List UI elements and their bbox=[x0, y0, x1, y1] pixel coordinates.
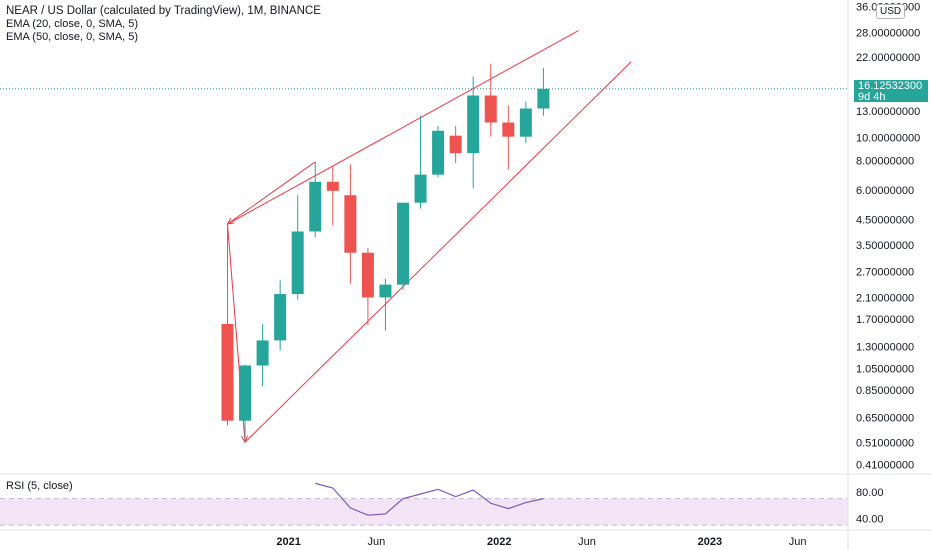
y-tick-label: 0.85000000 bbox=[856, 385, 914, 397]
x-tick-label: Jun bbox=[578, 536, 596, 548]
y-tick-label: 28.00000000 bbox=[856, 27, 920, 39]
candle-body bbox=[484, 95, 497, 123]
candle bbox=[221, 224, 234, 426]
candle-body bbox=[397, 202, 409, 285]
candle bbox=[432, 126, 445, 178]
rsi-band bbox=[0, 498, 848, 526]
y-tick-label: 1.05000000 bbox=[856, 363, 914, 375]
x-tick-label: 2021 bbox=[276, 536, 300, 548]
x-tick-label: Jun bbox=[789, 536, 807, 548]
candle-body bbox=[256, 340, 269, 366]
candle-body bbox=[239, 365, 252, 421]
y-tick-label: 1.70000000 bbox=[856, 314, 914, 326]
last-price-value: 16.12532300 bbox=[858, 80, 923, 92]
y-tick-label: 0.65000000 bbox=[856, 412, 914, 424]
candle bbox=[537, 67, 550, 116]
y-tick-label: 4.50000000 bbox=[856, 214, 914, 226]
y-tick-label: 0.41000000 bbox=[856, 460, 914, 472]
rsi-line bbox=[315, 482, 544, 516]
candle-body bbox=[432, 130, 445, 175]
candle bbox=[449, 126, 462, 164]
arrow-line bbox=[227, 161, 316, 225]
candle bbox=[239, 364, 252, 443]
candle bbox=[414, 115, 427, 209]
y-tick-label: 10.00000000 bbox=[856, 133, 920, 145]
last-price-tag: 16.12532300 9d 4h bbox=[854, 80, 928, 103]
trend-line bbox=[244, 61, 632, 443]
candle bbox=[274, 280, 287, 351]
candle-body bbox=[326, 181, 339, 191]
candle-body bbox=[414, 174, 427, 203]
candle bbox=[291, 195, 304, 300]
candle bbox=[467, 76, 480, 189]
candle bbox=[379, 278, 392, 331]
currency-badge[interactable]: USD bbox=[876, 4, 906, 19]
candle bbox=[519, 101, 532, 143]
candle bbox=[344, 164, 357, 284]
candle bbox=[484, 63, 497, 137]
y-tick-label: 0.51000000 bbox=[856, 437, 914, 449]
y-tick-label: 13.00000000 bbox=[856, 106, 920, 118]
candle-body bbox=[344, 195, 357, 253]
candle bbox=[361, 248, 374, 326]
rsi-pane: 80.00 40.00 bbox=[0, 482, 884, 526]
candle bbox=[309, 161, 322, 238]
y-tick-label: 22.00000000 bbox=[856, 52, 920, 64]
candle-body bbox=[519, 108, 532, 137]
candle-body bbox=[291, 231, 304, 295]
x-tick-label: Jun bbox=[368, 536, 386, 548]
chart-grid bbox=[0, 473, 932, 531]
time-axis: 2021 Jun 2022 Jun 2023 Jun bbox=[276, 536, 806, 548]
y-tick-label: 6.00000000 bbox=[856, 185, 914, 197]
y-tick-label: 2.70000000 bbox=[856, 267, 914, 279]
y-tick-label: 1.30000000 bbox=[856, 342, 914, 354]
candle-body bbox=[221, 323, 234, 421]
bar-countdown: 9d 4h bbox=[858, 91, 886, 103]
candle-body bbox=[449, 135, 462, 154]
x-tick-label: 2023 bbox=[698, 536, 722, 548]
candle-body bbox=[467, 95, 480, 154]
rsi-y-tick-label: 80.00 bbox=[856, 487, 884, 499]
candle-body bbox=[361, 252, 374, 298]
legend-ema20[interactable]: EMA (20, close, 0, SMA, 5) bbox=[6, 18, 139, 30]
candles-layer bbox=[221, 63, 550, 443]
candle bbox=[326, 165, 339, 226]
candle-body bbox=[502, 122, 515, 137]
legend-title: NEAR / US Dollar (calculated by TradingV… bbox=[6, 5, 321, 17]
trend-line bbox=[227, 30, 579, 225]
y-tick-label: 3.50000000 bbox=[856, 240, 914, 252]
candle-body bbox=[379, 284, 392, 298]
candle-body bbox=[274, 294, 287, 341]
x-tick-label: 2022 bbox=[487, 536, 511, 548]
candle bbox=[502, 105, 515, 170]
y-tick-label: 8.00000000 bbox=[856, 156, 914, 168]
candle bbox=[256, 323, 269, 387]
candle-body bbox=[537, 88, 550, 109]
drawing-layer bbox=[226, 30, 632, 444]
rsi-y-tick-label: 40.00 bbox=[856, 514, 884, 526]
y-tick-label: 2.10000000 bbox=[856, 292, 914, 304]
candle-body bbox=[309, 181, 322, 232]
rsi-legend[interactable]: RSI (5, close) bbox=[6, 480, 73, 492]
legend-ema50[interactable]: EMA (50, close, 0, SMA, 5) bbox=[6, 31, 139, 43]
candle bbox=[397, 202, 409, 290]
